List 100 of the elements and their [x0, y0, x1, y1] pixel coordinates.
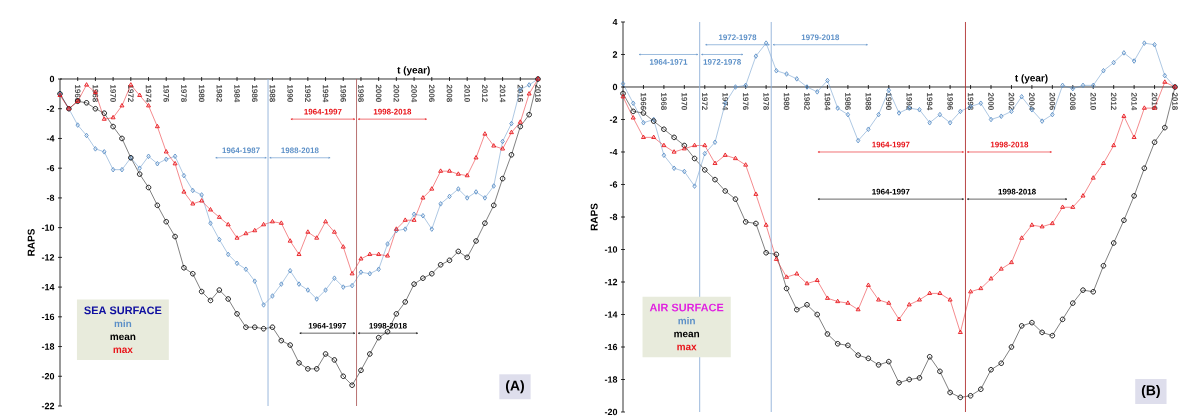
point: [367, 251, 373, 256]
point: [225, 221, 231, 227]
point: [491, 202, 497, 209]
point: [429, 186, 435, 191]
point: [1121, 50, 1127, 56]
point: [438, 168, 444, 173]
point: [712, 160, 718, 165]
point: [681, 146, 687, 151]
point: [1060, 82, 1065, 89]
point: [314, 296, 319, 302]
point: [226, 251, 231, 258]
point: [145, 184, 152, 191]
point: [83, 100, 90, 106]
point: [1100, 263, 1107, 269]
y-tick-label: -10: [41, 224, 55, 231]
point: [464, 254, 470, 261]
point: [712, 139, 718, 145]
point: [876, 111, 881, 118]
point: [671, 134, 677, 141]
point: [1019, 94, 1024, 100]
point: [119, 135, 125, 142]
point: [349, 282, 355, 289]
x-axis-title: t (year): [1015, 74, 1048, 84]
y-tick-label: -20: [41, 373, 55, 380]
point: [631, 100, 636, 106]
point: [784, 71, 789, 77]
point: [323, 287, 328, 293]
point: [269, 324, 276, 330]
point: [190, 187, 195, 194]
point: [331, 357, 338, 363]
y-tick-label: -2: [46, 105, 55, 112]
point: [455, 248, 462, 255]
point: [1029, 319, 1035, 326]
point: [671, 165, 677, 171]
point: [482, 195, 488, 201]
point: [947, 120, 953, 126]
point: [500, 146, 506, 151]
point: [163, 218, 169, 225]
point: [217, 236, 222, 243]
point: [1131, 58, 1137, 64]
point: [491, 143, 497, 148]
point: [234, 235, 240, 240]
point: [172, 233, 178, 240]
point: [1141, 105, 1147, 110]
point: [296, 251, 302, 256]
point: [508, 152, 515, 158]
point: [420, 213, 426, 219]
point: [349, 382, 355, 388]
point: [526, 111, 532, 118]
point: [774, 68, 779, 74]
point: [1090, 175, 1096, 180]
point: [92, 105, 99, 112]
point: [411, 281, 417, 287]
point: [1162, 79, 1168, 84]
point: [743, 82, 748, 89]
point: [814, 311, 820, 318]
point: [154, 123, 160, 129]
point: [917, 107, 922, 113]
point: [172, 160, 178, 166]
point: [358, 367, 364, 374]
point: [896, 380, 902, 386]
point: [376, 251, 382, 256]
point: [763, 40, 769, 46]
point: [937, 290, 943, 295]
text: (A): [505, 380, 524, 394]
y-tick-label: -4: [609, 148, 618, 156]
point: [968, 289, 973, 294]
point: [509, 129, 514, 135]
point: [742, 219, 749, 225]
point: [305, 229, 311, 234]
point: [136, 171, 143, 177]
point: [163, 149, 169, 154]
point: [1162, 124, 1168, 131]
point: [712, 176, 718, 183]
point: [465, 195, 470, 201]
point: [473, 155, 479, 160]
point: [794, 271, 800, 276]
point: [181, 172, 187, 179]
point: [375, 334, 382, 341]
point: [926, 354, 933, 360]
point: [1111, 142, 1117, 148]
point: [640, 110, 647, 116]
point: [340, 373, 346, 380]
point: [763, 222, 769, 227]
point: [927, 290, 933, 295]
point: [296, 360, 302, 366]
point: [733, 155, 738, 161]
point: [825, 295, 830, 300]
legend-title: SEA SURFACE: [84, 306, 162, 315]
point: [835, 298, 841, 304]
point: [1080, 82, 1086, 89]
point: [967, 393, 974, 399]
point: [403, 226, 408, 232]
point: [773, 256, 779, 261]
point: [845, 342, 851, 349]
x-axis-title: t (year): [397, 66, 430, 76]
point: [916, 375, 923, 381]
point: [661, 152, 667, 158]
point: [243, 324, 249, 330]
point: [499, 175, 506, 182]
